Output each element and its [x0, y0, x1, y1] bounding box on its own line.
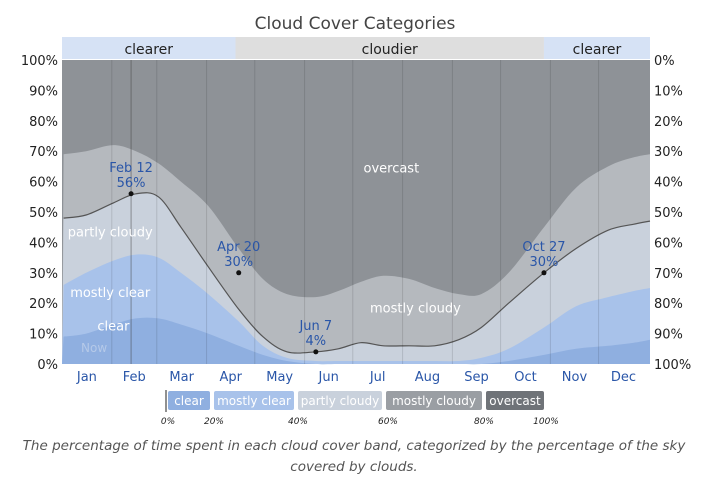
annotation-value: 56%	[117, 176, 146, 191]
legend-tick-label: 40%	[288, 417, 308, 427]
band-header-clearer-0	[62, 37, 236, 59]
annotation-value: 30%	[224, 255, 253, 270]
y-right-tick-label: 90%	[654, 328, 683, 343]
y-right-tick-label: 20%	[654, 115, 683, 130]
month-label: Feb	[123, 370, 146, 385]
y-right-tick-label: 80%	[654, 297, 683, 312]
region-labels: overcast partly cloudy mostly clear clear mo…	[68, 161, 461, 354]
y-right-tick-label: 60%	[654, 236, 683, 251]
annotation-point	[128, 191, 134, 197]
annotation-date: Feb 12	[109, 161, 153, 176]
y-right-tick-label: 70%	[654, 267, 683, 282]
y-left-tick-label: 40%	[29, 236, 58, 251]
y-right-tick-label: 50%	[654, 206, 683, 221]
band-header: clearer cloudier clearer	[62, 37, 650, 59]
legend-label: mostly cloudy	[392, 394, 476, 408]
area-series	[62, 60, 651, 365]
legend-label: clear	[174, 394, 204, 408]
region-label-clear: clear	[97, 320, 130, 335]
y-right-tick-label: 40%	[654, 176, 683, 191]
y-axis-left: 0% 10% 20% 30% 40% 50% 60% 70% 80% 90% 100%	[21, 54, 58, 373]
chart-caption: The percentage of time spent in each clo…	[22, 438, 686, 475]
annotation-point	[236, 270, 242, 276]
month-label: Aug	[415, 370, 440, 385]
band-header-label: clearer	[573, 42, 622, 58]
y-left-tick-label: 20%	[29, 297, 58, 312]
annotation-value: 4%	[306, 334, 327, 349]
x-axis: Jan Feb Mar Apr May Jun Jul Aug Sep Oct Nov Dec	[76, 370, 636, 385]
region-label-overcast: overcast	[363, 161, 419, 176]
y-right-tick-label: 30%	[654, 145, 683, 160]
month-label: Jun	[318, 370, 339, 385]
y-axis-right: 100% 90% 80% 70% 60% 50% 40% 30% 20% 10% 0%	[654, 54, 691, 373]
month-label: May	[266, 370, 293, 385]
legend-swatch-overcast	[486, 391, 544, 410]
y-right-tick-label: 0%	[654, 54, 675, 69]
legend-label: mostly clear	[217, 394, 291, 408]
band-header-cloudier-1	[235, 37, 544, 59]
legend-tick-label: 80%	[474, 417, 494, 427]
legend-tick-label: 20%	[204, 417, 224, 427]
month-label: Oct	[514, 370, 536, 385]
chart-title: Cloud Cover Categories	[255, 14, 456, 34]
y-left-tick-label: 50%	[29, 206, 58, 221]
now-label: Now	[81, 341, 107, 355]
legend-swatch-mostly-cloudy	[386, 391, 482, 410]
annotation-point	[541, 270, 547, 276]
annotation-date: Jun 7	[298, 319, 332, 334]
annotation-point	[313, 349, 319, 355]
month-label: Jul	[369, 370, 386, 385]
y-left-tick-label: 80%	[29, 115, 58, 130]
area-clear	[62, 317, 650, 365]
y-left-tick-label: 30%	[29, 267, 58, 282]
month-gridlines	[111, 60, 600, 364]
y-left-tick-label: 100%	[21, 54, 58, 69]
legend-swatch-partly-cloudy	[298, 391, 382, 410]
month-label: Jan	[76, 370, 97, 385]
y-left-tick-label: 60%	[29, 176, 58, 191]
y-left-tick-label: 10%	[29, 328, 58, 343]
band-header-label: cloudier	[362, 42, 418, 58]
y-right-tick-label: 100%	[654, 358, 691, 373]
legend-swatch-mostly-clear	[214, 391, 294, 410]
cloud-cover-chart: Cloud Cover Categories clearer cloudier cl…	[21, 14, 691, 427]
legend-swatch-clear	[168, 391, 210, 410]
legend-tick-label: 60%	[378, 417, 398, 427]
month-label: Mar	[169, 370, 194, 385]
month-label: Apr	[219, 370, 242, 385]
legend-tick-label: 100%	[533, 417, 559, 427]
month-label: Dec	[611, 370, 636, 385]
region-label-partly-cloudy: partly cloudy	[68, 225, 153, 240]
y-left-tick-label: 90%	[29, 84, 58, 99]
legend-label: overcast	[489, 394, 541, 408]
band-header-clearer-2	[543, 37, 650, 59]
y-left-tick-label: 0%	[37, 358, 58, 373]
y-left-tick-label: 70%	[29, 145, 58, 160]
y-right-tick-label: 10%	[654, 84, 683, 99]
annotation-date: Oct 27	[522, 240, 565, 255]
annotation-date: Apr 20	[217, 240, 260, 255]
region-label-mostly-clear: mostly clear	[70, 286, 151, 301]
partly-cloudy-boundary-line	[63, 192, 651, 354]
annotation-value: 30%	[530, 255, 559, 270]
band-header-label: clearer	[124, 42, 173, 58]
legend: clear mostly clear partly cloudy mostly clo…	[161, 390, 559, 427]
legend-label: partly cloudy	[301, 394, 379, 408]
legend-tick-label: 0%	[161, 417, 175, 427]
region-label-mostly-cloudy: mostly cloudy	[370, 301, 461, 316]
month-label: Nov	[562, 370, 588, 385]
month-label: Sep	[464, 370, 489, 385]
